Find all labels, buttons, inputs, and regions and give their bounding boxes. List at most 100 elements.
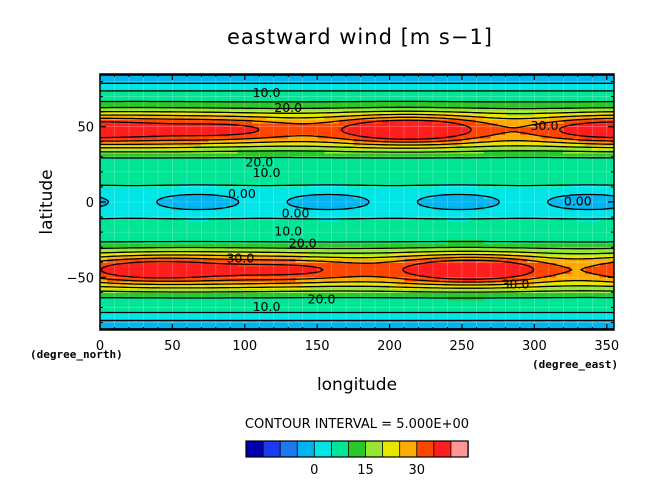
field-cell [505,134,514,139]
field-cell [266,77,275,83]
field-cell [201,220,210,226]
field-cell [490,156,499,162]
field-cell [186,220,195,226]
field-cell [338,243,347,248]
field-cell [136,254,145,260]
field-cell [548,134,557,139]
field-cell [346,104,354,109]
field-cell [179,228,188,233]
field-cell [302,141,311,147]
field-cell [121,85,130,90]
field-cell [288,145,297,150]
field-cell [266,138,275,143]
field-cell [143,307,152,312]
field-cell [447,119,456,124]
field-cell [461,190,470,196]
field-cell [483,311,492,316]
field-cell [230,115,239,120]
field-cell [215,190,224,196]
field-cell [541,96,550,101]
field-cell [599,296,608,301]
field-cell [447,307,456,312]
field-cell [237,190,246,196]
field-cell [454,130,463,135]
field-cell [411,243,420,248]
field-cell [121,243,130,248]
field-cell [128,235,137,241]
field-cell [563,153,572,158]
field-cell [548,277,557,282]
field-cell [469,326,478,330]
field-cell [121,134,130,139]
field-cell [505,262,514,267]
field-cell [534,307,543,312]
field-cell [165,92,173,98]
field-cell [360,153,369,158]
field-cell [252,130,260,135]
field-cell [157,164,166,169]
field-cell [208,292,217,297]
field-cell [208,243,217,248]
field-cell [201,273,210,278]
field-cell [512,96,521,101]
field-cell [534,299,543,305]
field-cell [107,153,116,158]
field-cell [252,107,260,113]
field-cell [367,273,376,278]
field-cell [548,104,557,109]
field-cell [498,119,507,124]
field-cell [527,217,535,222]
field-cell [577,202,586,207]
field-cell [570,303,579,309]
field-cell [252,145,260,150]
field-cell [288,314,297,320]
field-cell [143,186,152,192]
field-cell [230,160,239,165]
field-cell [143,269,152,275]
field-cell [556,153,564,158]
field-cell [577,269,586,275]
field-cell [331,258,340,263]
field-cell [237,322,246,327]
field-cell [396,107,405,113]
field-cell [577,235,586,241]
field-cell [215,311,224,316]
field-cell [317,107,326,113]
field-cell [331,314,340,320]
field-cell [100,126,108,132]
field-cell [194,266,202,271]
field-cell [556,235,564,241]
field-cell [433,164,441,169]
field-cell [157,235,166,241]
field-cell [411,213,420,218]
field-cell [237,224,246,229]
field-cell [230,100,239,105]
field-cell [121,269,130,275]
field-cell [418,175,427,181]
field-cell [534,198,543,203]
field-cell [244,194,253,199]
field-cell [266,258,275,263]
field-cell [331,224,340,229]
field-cell [461,175,470,181]
field-cell [244,299,253,305]
field-cell [244,235,253,241]
field-cell [375,281,383,286]
field-cell [461,134,470,139]
field-cell [165,122,173,128]
field-cell [143,254,152,260]
field-cell [143,175,152,181]
field-cell [375,77,383,83]
field-cell [425,232,434,237]
field-cell [367,224,376,229]
field-cell [266,160,275,165]
field-cell [396,247,405,252]
field-cell [599,228,608,233]
field-cell [447,115,456,120]
field-cell [288,213,297,218]
field-cell [404,171,412,177]
field-cell [367,186,376,192]
field-cell [208,168,217,173]
field-cell [382,164,391,169]
field-cell [585,171,593,177]
